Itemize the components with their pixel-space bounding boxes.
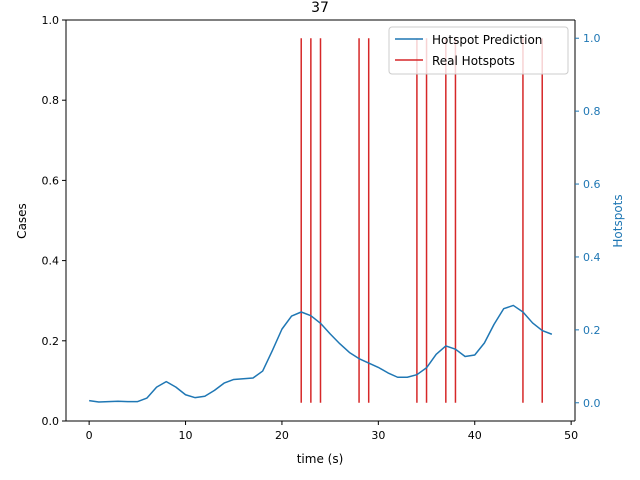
y2-tick-label: 0.6: [583, 178, 601, 191]
legend-label-hotspots: Real Hotspots: [432, 54, 515, 68]
x-tick-label: 40: [468, 429, 482, 442]
prediction-line: [89, 304, 553, 403]
ticks: 0 10 20 30 40 50 0.0 0.2 0.4 0.6 0.8 1.0 0.0 0.2 0.4 0.…: [42, 14, 601, 442]
hotspot-lines: [300, 38, 543, 403]
y-tick-label: 0.2: [42, 335, 60, 348]
legend: Hotspot Prediction Real Hotspots: [388, 26, 569, 75]
chart-title: 37: [311, 0, 329, 16]
y-axis-label: Cases: [15, 203, 29, 239]
y-tick-label: 0.4: [42, 255, 60, 268]
legend-box: [388, 26, 569, 75]
y2-tick-label: 0.2: [583, 324, 601, 337]
x-tick-label: 0: [86, 429, 93, 442]
legend-label-prediction: Hotspot Prediction: [432, 33, 542, 47]
y-tick-label: 0.8: [42, 94, 60, 107]
x-axis-label: time (s): [297, 452, 344, 466]
x-tick-label: 30: [371, 429, 385, 442]
axes: [65, 19, 576, 422]
x-tick-label: 50: [564, 429, 578, 442]
y-tick-label: 0.6: [42, 174, 60, 187]
y2-tick-label: 1.0: [583, 32, 601, 45]
y2-tick-label: 0.8: [583, 105, 601, 118]
x-tick-label: 10: [179, 429, 193, 442]
prediction-line-group: [89, 304, 553, 403]
y-tick-label: 0.0: [42, 415, 60, 428]
y2-axis-label: Hotspots: [611, 194, 625, 247]
y2-tick-label: 0.4: [583, 251, 601, 264]
y-tick-label: 1.0: [42, 14, 60, 27]
y2-tick-label: 0.0: [583, 397, 601, 410]
x-tick-label: 20: [275, 429, 289, 442]
